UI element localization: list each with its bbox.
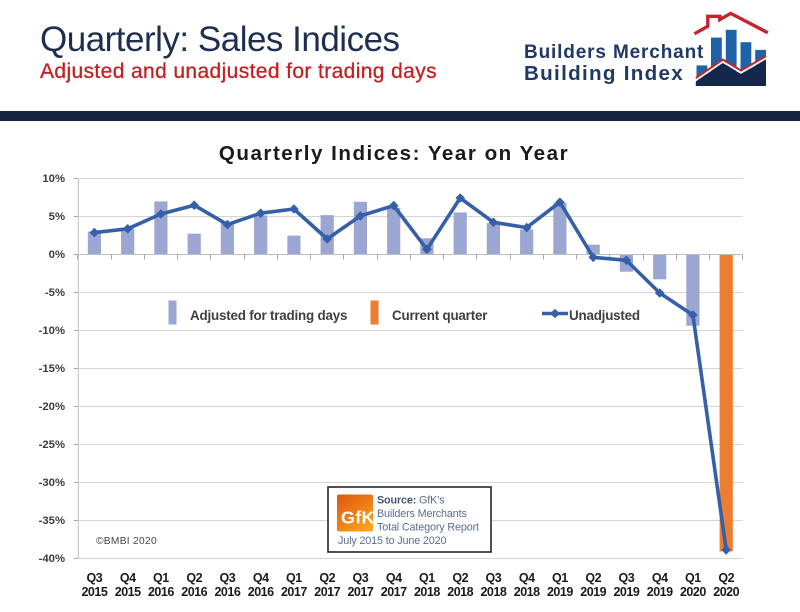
svg-text:2019: 2019 — [647, 585, 673, 599]
svg-text:Current quarter: Current quarter — [392, 308, 488, 323]
svg-text:Q1: Q1 — [153, 571, 169, 585]
svg-text:Q3: Q3 — [619, 571, 635, 585]
svg-text:2015: 2015 — [81, 585, 107, 599]
svg-text:-35%: -35% — [39, 515, 65, 527]
svg-text:2018: 2018 — [414, 585, 440, 599]
svg-text:2019: 2019 — [613, 585, 639, 599]
svg-text:2017: 2017 — [281, 585, 307, 599]
svg-text:2018: 2018 — [480, 585, 506, 599]
svg-text:2016: 2016 — [148, 585, 174, 599]
svg-text:-40%: -40% — [39, 553, 65, 565]
svg-text:Builders Merchants: Builders Merchants — [377, 508, 467, 520]
svg-text:2019: 2019 — [547, 585, 573, 599]
svg-text:Q3: Q3 — [220, 571, 236, 585]
svg-text:2017: 2017 — [347, 585, 373, 599]
svg-text:Total Category Report: Total Category Report — [377, 522, 479, 534]
svg-text:-30%: -30% — [39, 477, 65, 489]
svg-text:2020: 2020 — [713, 585, 739, 599]
svg-text:Q3: Q3 — [486, 571, 502, 585]
svg-text:Q1: Q1 — [419, 571, 435, 585]
svg-text:2017: 2017 — [314, 585, 340, 599]
svg-text:5%: 5% — [49, 211, 65, 223]
svg-text:Q4: Q4 — [652, 571, 668, 585]
svg-text:Q3: Q3 — [353, 571, 369, 585]
svg-text:July 2015 to June 2020: July 2015 to June 2020 — [338, 535, 446, 547]
svg-text:Q1: Q1 — [552, 571, 568, 585]
svg-text:Q2: Q2 — [186, 571, 202, 585]
svg-text:Q4: Q4 — [120, 571, 136, 585]
svg-text:Q2: Q2 — [452, 571, 468, 585]
svg-text:Q2: Q2 — [718, 571, 734, 585]
svg-text:Q4: Q4 — [519, 571, 535, 585]
svg-text:2017: 2017 — [381, 585, 407, 599]
svg-text:2020: 2020 — [680, 585, 706, 599]
svg-text:Quarterly Indices: Year on Yea: Quarterly Indices: Year on Year — [219, 142, 569, 165]
svg-text:0%: 0% — [49, 249, 65, 261]
svg-text:Source: GfK’s: Source: GfK’s — [377, 495, 445, 507]
svg-text:2015: 2015 — [115, 585, 141, 599]
svg-text:Q4: Q4 — [253, 571, 269, 585]
svg-text:-10%: -10% — [39, 325, 65, 337]
svg-text:Q2: Q2 — [585, 571, 601, 585]
svg-text:2019: 2019 — [580, 585, 606, 599]
svg-text:-25%: -25% — [39, 439, 65, 451]
svg-text:Q1: Q1 — [685, 571, 701, 585]
svg-text:Unadjusted: Unadjusted — [569, 308, 640, 323]
svg-text:Q2: Q2 — [319, 571, 335, 585]
svg-text:GfK: GfK — [341, 508, 375, 528]
svg-text:©BMBI 2020: ©BMBI 2020 — [96, 536, 157, 547]
svg-text:10%: 10% — [42, 173, 65, 185]
svg-text:2016: 2016 — [214, 585, 240, 599]
svg-text:Adjusted for trading days: Adjusted for trading days — [190, 308, 347, 323]
svg-text:2018: 2018 — [447, 585, 473, 599]
svg-text:2016: 2016 — [248, 585, 274, 599]
svg-text:Q4: Q4 — [386, 571, 402, 585]
svg-text:Q1: Q1 — [286, 571, 302, 585]
svg-text:-5%: -5% — [45, 287, 65, 299]
svg-text:2016: 2016 — [181, 585, 207, 599]
svg-text:Q3: Q3 — [87, 571, 103, 585]
svg-text:-20%: -20% — [39, 401, 65, 413]
svg-text:2018: 2018 — [514, 585, 540, 599]
svg-text:-15%: -15% — [39, 363, 65, 375]
